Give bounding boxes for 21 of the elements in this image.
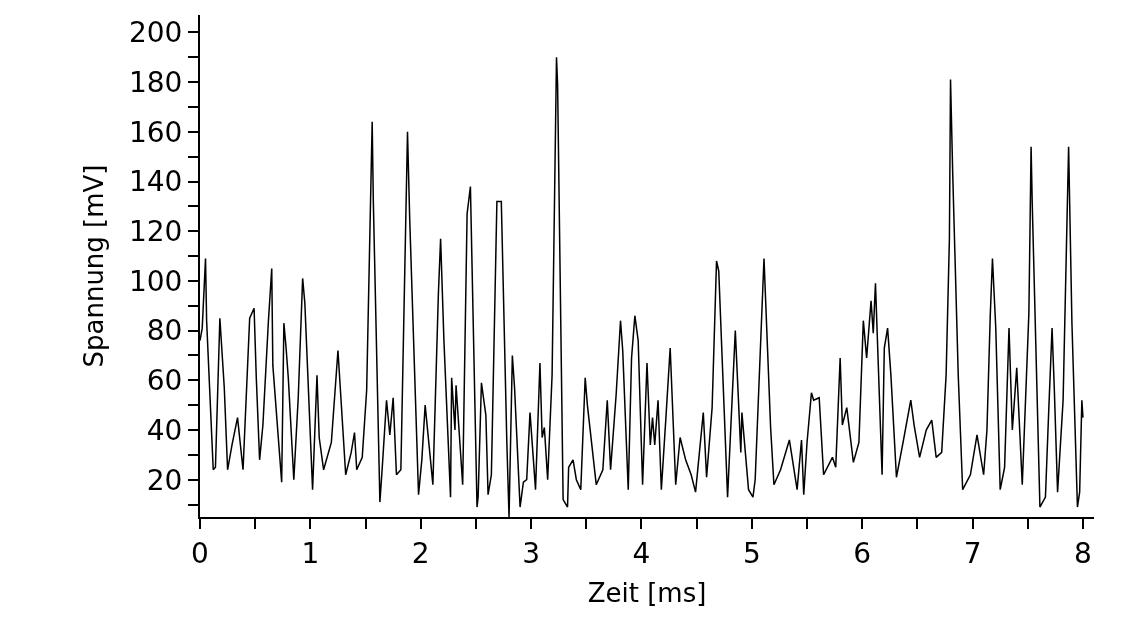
y-tick-label: 180 (128, 65, 183, 99)
x-tick-label: 4 (632, 536, 651, 570)
y-tick-label: 120 (128, 215, 183, 249)
x-tick-label: 3 (522, 536, 541, 570)
x-tick-label: 2 (411, 536, 430, 570)
y-tick-label: 60 (146, 364, 183, 398)
x-tick-label: 0 (191, 536, 209, 570)
y-tick-label: 140 (128, 165, 183, 199)
y-axis-title: Spannung [mV] (78, 164, 109, 368)
x-tick-label: 8 (1074, 536, 1092, 570)
y-tick-label: 40 (146, 413, 183, 447)
y-tick-label: 20 (146, 463, 183, 497)
x-tick-label: 1 (301, 536, 320, 570)
x-tick-label: 5 (742, 536, 761, 570)
y-tick-label: 80 (146, 314, 183, 348)
x-axis-title: Zeit [ms] (587, 577, 707, 608)
y-tick-label: 200 (128, 16, 183, 50)
x-tick-label: 6 (853, 536, 872, 570)
x-tick-label: 7 (963, 536, 982, 570)
y-tick-label: 160 (128, 115, 183, 149)
y-tick-label: 100 (128, 264, 183, 298)
